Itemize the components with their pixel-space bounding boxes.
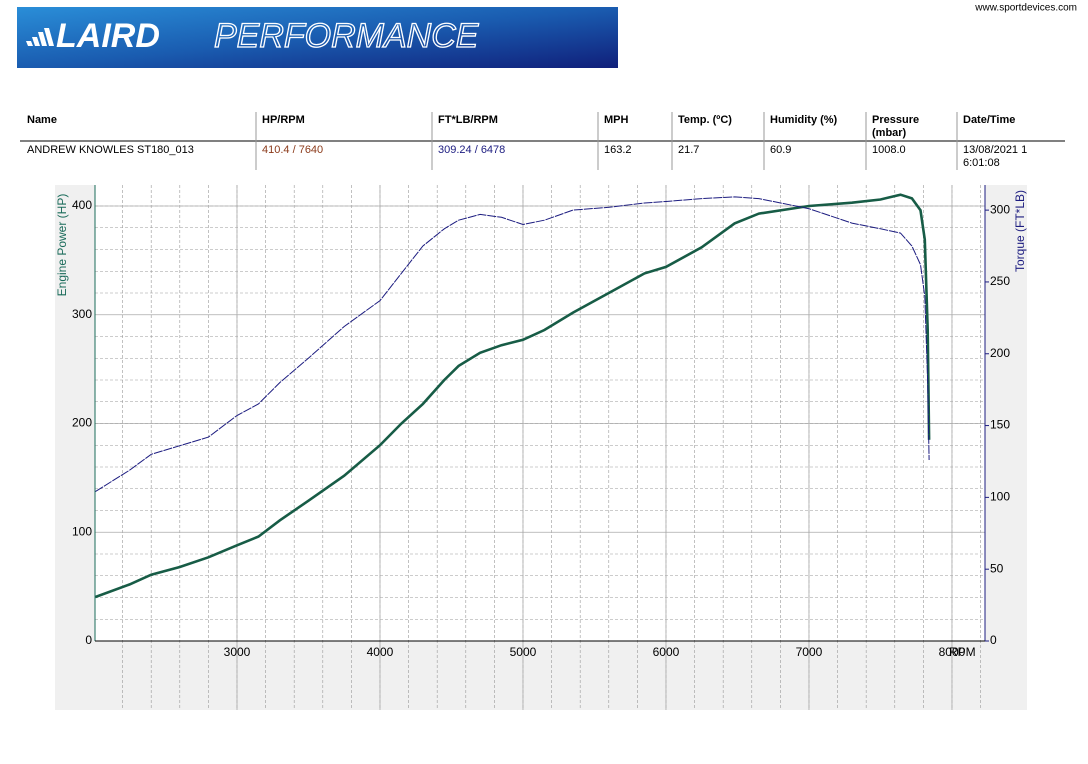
y-tick-label: 0 [85, 633, 92, 647]
column-header: Pressure (mbar) [872, 114, 920, 139]
x-tick-label: 4000 [367, 645, 394, 659]
column-header: Name [27, 114, 57, 126]
x-tick-label: 6000 [653, 645, 680, 659]
table-cell: 1008.0 [872, 144, 906, 156]
table-cell: 13/08/2021 16:01:08 [963, 144, 1028, 169]
table-cell: ANDREW KNOWLES ST180_013 [27, 144, 194, 156]
x-tick-label: 3000 [224, 645, 251, 659]
logo-bars [26, 28, 54, 46]
x-axis-label: RPM [949, 645, 976, 659]
y2-tick-label: 150 [990, 418, 1010, 432]
y2-axis-label: Torque (FT*LB) [1013, 190, 1027, 272]
column-header: MPH [604, 114, 629, 126]
table-cell: 410.4 / 7640 [262, 144, 324, 156]
y-tick-label: 300 [72, 307, 92, 321]
table-cell: 21.7 [678, 144, 700, 156]
y-axis-label: Engine Power (HP) [55, 194, 69, 297]
table-cell: 309.24 / 6478 [438, 144, 506, 156]
column-header: Humidity (%) [770, 114, 838, 126]
table-separators [255, 112, 958, 170]
column-header: Temp. (ºC) [678, 114, 732, 126]
series-line [94, 193, 931, 599]
table-cell: 60.9 [770, 144, 792, 156]
y-tick-label: 100 [72, 524, 92, 538]
logo-brand: LAIRD [56, 17, 160, 55]
y2-tick-label: 250 [990, 274, 1010, 288]
site-url: www.sportdevices.com [974, 3, 1077, 14]
column-header: Date/Time [963, 114, 1016, 126]
y2-tick-label: 300 [990, 202, 1010, 216]
series-line [95, 196, 930, 493]
y2-tick-label: 0 [990, 633, 997, 647]
plot-area [95, 185, 985, 641]
x-tick-label: 8000 [939, 645, 966, 659]
y2-tick-label: 50 [990, 561, 1004, 575]
column-header: FT*LB/RPM [438, 114, 498, 126]
x-tick-label: 5000 [510, 645, 537, 659]
logo-suffix: PERFORMANCE [214, 17, 479, 55]
logo-banner [17, 7, 618, 68]
column-header: HP/RPM [262, 114, 305, 126]
y2-tick-label: 200 [990, 346, 1010, 360]
y2-tick-label: 100 [990, 490, 1010, 504]
x-tick-label: 7000 [796, 645, 823, 659]
y-tick-label: 200 [72, 416, 92, 430]
y-tick-label: 400 [72, 198, 92, 212]
table-cell: 163.2 [604, 144, 632, 156]
